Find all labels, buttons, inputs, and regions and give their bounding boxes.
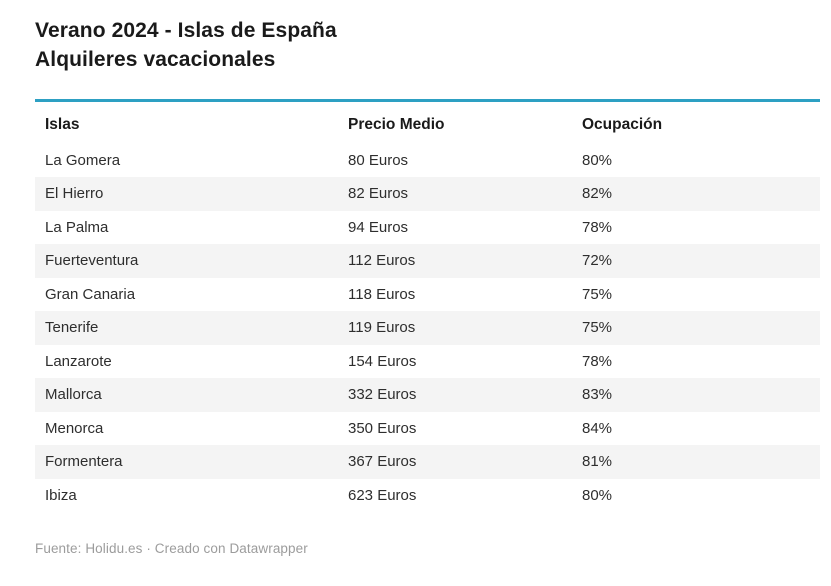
cell-ocupacion: 72% — [582, 252, 613, 270]
column-header-islas: Islas — [45, 115, 80, 133]
cell-ocupacion: 78% — [582, 218, 613, 236]
cell-isla: Menorca — [45, 419, 104, 437]
cell-precio: 350 Euros — [348, 419, 417, 437]
page-title: Verano 2024 - Islas de España Alquileres… — [35, 0, 820, 74]
column-header-ocupacion: Ocupación — [582, 115, 663, 133]
cell-ocupacion: 75% — [582, 285, 613, 303]
cell-isla: El Hierro — [45, 185, 104, 203]
cell-ocupacion: 82% — [582, 185, 613, 203]
table-row: Mallorca 332 Euros 83% — [35, 378, 820, 412]
cell-precio: 82 Euros — [348, 185, 409, 203]
table-row: Fuerteventura 112 Euros 72% — [35, 244, 820, 278]
cell-ocupacion: 84% — [582, 419, 613, 437]
cell-precio: 154 Euros — [348, 352, 417, 370]
page-title-line-1: Verano 2024 - Islas de España — [35, 19, 337, 42]
cell-ocupacion: 81% — [582, 453, 613, 471]
data-table: Islas Precio Medio Ocupación La Gomera 8… — [35, 99, 820, 512]
table-row: Tenerife 119 Euros 75% — [35, 311, 820, 345]
cell-precio: 118 Euros — [348, 285, 416, 303]
table-body: La Gomera 80 Euros 80% El Hierro 82 Euro… — [35, 143, 820, 512]
source-attribution: Fuente: Holidu.es · Creado con Datawrapp… — [35, 541, 308, 556]
cell-precio: 112 Euros — [348, 252, 416, 270]
cell-isla: La Gomera — [45, 151, 121, 169]
table-row: La Gomera 80 Euros 80% — [35, 143, 820, 177]
cell-isla: Formentera — [45, 453, 123, 471]
cell-ocupacion: 78% — [582, 352, 613, 370]
cell-isla: Tenerife — [45, 319, 99, 337]
cell-isla: La Palma — [45, 218, 109, 236]
cell-precio: 94 Euros — [348, 218, 409, 236]
cell-isla: Mallorca — [45, 386, 102, 404]
table-row: El Hierro 82 Euros 82% — [35, 177, 820, 211]
table-row: Formentera 367 Euros 81% — [35, 445, 820, 479]
cell-precio: 332 Euros — [348, 386, 417, 404]
table-row: Ibiza 623 Euros 80% — [35, 478, 820, 512]
cell-precio: 80 Euros — [348, 151, 409, 169]
cell-precio: 119 Euros — [348, 319, 416, 337]
column-header-precio: Precio Medio — [348, 115, 445, 133]
cell-isla: Lanzarote — [45, 352, 112, 370]
table-row: Gran Canaria 118 Euros 75% — [35, 277, 820, 311]
cell-ocupacion: 75% — [582, 319, 613, 337]
page-title-line-2: Alquileres vacacionales — [35, 48, 276, 71]
cell-isla: Ibiza — [45, 486, 77, 504]
cell-precio: 367 Euros — [348, 453, 417, 471]
cell-ocupacion: 83% — [582, 386, 613, 404]
cell-isla: Gran Canaria — [45, 285, 136, 303]
cell-ocupacion: 80% — [582, 486, 613, 504]
table-header-row: Islas Precio Medio Ocupación — [35, 101, 820, 144]
cell-isla: Fuerteventura — [45, 252, 139, 270]
cell-ocupacion: 80% — [582, 151, 613, 169]
table-row: Lanzarote 154 Euros 78% — [35, 344, 820, 378]
cell-precio: 623 Euros — [348, 486, 417, 504]
table-row: Menorca 350 Euros 84% — [35, 411, 820, 445]
table-row: La Palma 94 Euros 78% — [35, 210, 820, 244]
